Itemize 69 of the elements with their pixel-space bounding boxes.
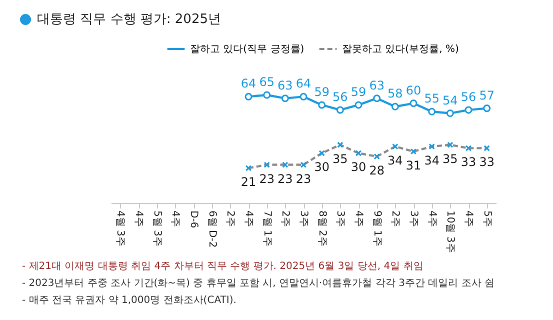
text: - 2023년부터 주중 조사 기간(화~목) 중 휴무일 포함 시, 연말연시·여름휴가철 각각 3주간 데일리 조사 쉼 (22, 277, 494, 291)
point (244, 92, 252, 100)
point (263, 91, 271, 99)
point (336, 106, 344, 114)
x-tick-label: 2주 (224, 210, 236, 227)
data-label: 28 (369, 163, 384, 178)
point (281, 94, 289, 102)
data-label: 31 (406, 158, 422, 172)
point (446, 110, 454, 118)
chart-title: 대통령 직무 수행 평가: 2025년 (37, 11, 221, 28)
data-label: 23 (296, 172, 312, 186)
data-label: 56 (332, 90, 348, 104)
x-tick-label: 2주 (280, 210, 291, 227)
legend-label: 잘못하고 있다(부정률, %) (342, 44, 459, 55)
x-tick-label: 4주 (243, 210, 254, 227)
x-tick-label: 7월 1주 (261, 210, 272, 246)
x-tick-label: D-6 (188, 210, 199, 228)
data-label: 57 (479, 88, 494, 102)
point (410, 100, 418, 108)
data-label: 54 (442, 93, 458, 108)
x-tick-label: 4주 (170, 210, 181, 227)
x-tick-label: 9월 1주 (371, 210, 382, 246)
data-label: 33 (479, 155, 494, 170)
point (464, 106, 472, 114)
x-tick-label: 3주 (334, 210, 346, 227)
data-label: 64 (240, 76, 256, 91)
data-label: 58 (388, 86, 403, 101)
x-tick-label: 4주 (463, 210, 474, 227)
data-label: 63 (369, 78, 384, 92)
x-tick-label: 5주 (481, 210, 492, 227)
data-label: 33 (460, 155, 476, 170)
data-label: 30 (314, 160, 330, 174)
data-label: 63 (278, 78, 293, 92)
data-label: 23 (259, 172, 274, 186)
text: - 매주 전국 유권자 약 1,000명 전화조사(CATI). (22, 294, 238, 308)
x-tick-label: 10월 3주 (444, 210, 456, 253)
point (300, 92, 308, 100)
x-tick-label: 6월 D-2 (206, 210, 218, 248)
x-tick-label: 4주 (353, 210, 364, 227)
point (318, 101, 326, 109)
x-tick-label: 8월 2주 (316, 210, 328, 246)
data-label: 56 (460, 90, 476, 104)
text: - 제21대 이재명 대통령 취임 4주 차부터 직무 수행 평가. 2025년 6월 3일 당선, 4일 취임 (22, 260, 424, 274)
x-tick-label: 4월 3주 (114, 210, 126, 246)
data-label: 21 (240, 175, 256, 190)
data-label: 59 (314, 84, 330, 99)
data-label: 23 (278, 172, 293, 186)
point (391, 102, 399, 110)
data-label: 35 (332, 152, 348, 166)
legend-label: 잘하고 있다(직무 긍정률) (190, 44, 304, 55)
x-tick-label: 3주 (298, 210, 309, 227)
x-tick-label: 4주 (133, 210, 144, 227)
data-label: 55 (424, 92, 440, 106)
data-label: 64 (296, 76, 312, 91)
data-label: 34 (388, 154, 403, 168)
x-tick-label: 3주 (408, 210, 419, 227)
x-tick-label: 4주 (426, 210, 438, 227)
x-tick-label: 2주 (390, 210, 401, 227)
data-label: 30 (350, 160, 366, 174)
data-label: 59 (350, 84, 366, 99)
data-label: 65 (259, 75, 274, 89)
data-label: 35 (442, 152, 458, 166)
point (373, 94, 381, 102)
data-label: 34 (424, 154, 440, 168)
data-label: 60 (406, 83, 422, 98)
x-tick-label: 5월 3주 (151, 210, 162, 246)
point (483, 104, 491, 112)
point (354, 101, 362, 109)
point (428, 108, 436, 116)
